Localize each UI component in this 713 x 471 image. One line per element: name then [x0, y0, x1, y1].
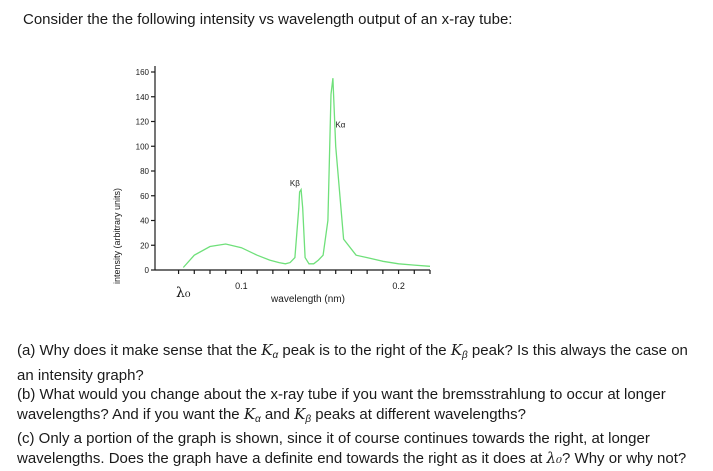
x-tick-label: 0.1 — [235, 281, 248, 291]
chart-axes — [154, 66, 430, 271]
y-axis-label: intensity (arbitrary units) — [112, 187, 122, 285]
y-tick-label: 140 — [136, 93, 150, 102]
question-a: (a) Why does it make sense that the Kα p… — [17, 341, 688, 384]
y-tick-label: 100 — [136, 142, 150, 151]
y-tick-label: 40 — [140, 217, 149, 226]
y-tick-label: 0 — [145, 266, 150, 275]
x-axis-label: wavelength (nm) — [270, 294, 345, 305]
y-tick-label: 20 — [140, 241, 149, 250]
peak-label: Kα — [335, 121, 345, 130]
lambda-zero-marker: λ₀ — [176, 285, 191, 301]
peak-label: Kβ — [290, 179, 300, 188]
intro-text: Consider the the following intensity vs … — [23, 11, 513, 28]
y-tick-label: 120 — [136, 118, 150, 127]
x-tick-label: 0.2 — [392, 281, 405, 291]
question-c: (c) Only a portion of the graph is shown… — [17, 430, 687, 467]
y-tick-label: 160 — [136, 68, 150, 77]
spectrum-line — [182, 78, 431, 268]
x-ticks: 0.1 0.2 — [177, 270, 431, 291]
y-ticks: 0 20 40 60 80 100 120 140 160 — [136, 68, 155, 275]
questions-block: (a) Why does it make sense that the Kα p… — [17, 341, 707, 468]
question-b: (b) What would you change about the x-ra… — [17, 386, 666, 425]
peak-annotations: Kα Kβ — [290, 121, 346, 188]
y-tick-label: 60 — [140, 192, 149, 201]
y-tick-label: 80 — [140, 167, 149, 176]
